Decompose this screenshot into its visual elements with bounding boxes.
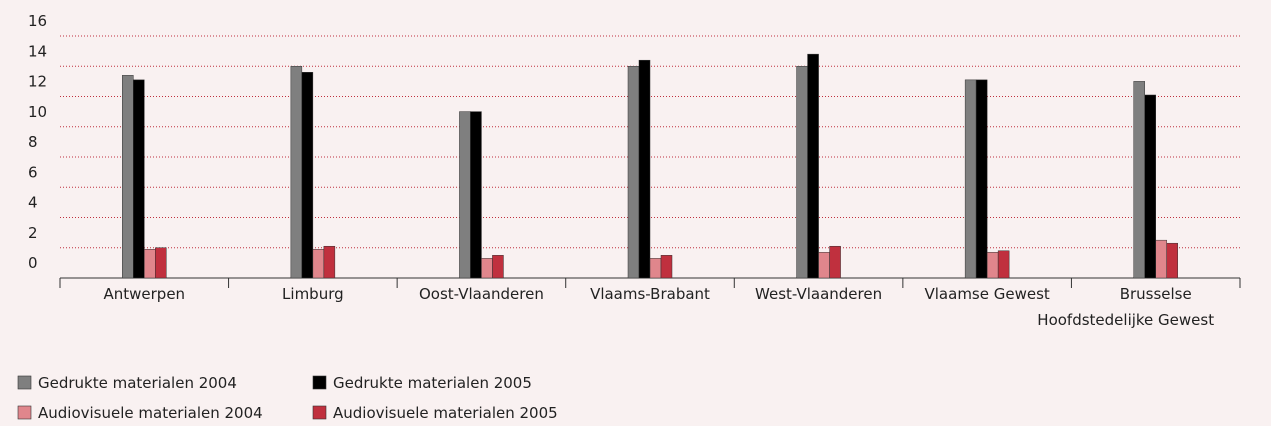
legend-label: Audiovisuele materialen 2005 (333, 404, 558, 422)
y-tick-label: 8 (28, 133, 38, 151)
bar (459, 111, 471, 279)
bar (122, 75, 134, 279)
legend-swatch (312, 375, 327, 390)
x-tick-label: Limburg (282, 285, 344, 303)
y-tick-label: 12 (28, 73, 47, 91)
bar (807, 53, 819, 279)
bar (1133, 81, 1145, 279)
legend-label: Gedrukte materialen 2004 (38, 374, 237, 392)
y-tick-label: 2 (28, 224, 38, 242)
legend-swatch (312, 405, 327, 420)
bar (660, 255, 673, 279)
bar (796, 66, 808, 279)
bar (312, 249, 325, 279)
y-tick-label: 6 (28, 163, 38, 181)
x-tick-label: Brusselse Hoofdstedelijke Gewest (1037, 285, 1214, 329)
legend-swatch (17, 375, 32, 390)
bar (975, 79, 988, 279)
y-tick-label: 16 (28, 12, 47, 30)
bar (133, 79, 145, 279)
bar (829, 245, 841, 279)
y-tick-label: 0 (28, 254, 38, 272)
bar (492, 255, 504, 279)
x-tick-label: Antwerpen (103, 285, 185, 303)
y-tick-label: 10 (28, 103, 47, 121)
bar (997, 250, 1010, 279)
bar (1155, 239, 1167, 279)
bar (144, 249, 156, 279)
bar (986, 252, 999, 279)
legend-swatch (17, 405, 32, 420)
bar (649, 258, 662, 279)
bar (1166, 242, 1178, 279)
bar (638, 59, 651, 279)
x-tick-label: Oost-Vlaanderen (419, 285, 544, 303)
bar (301, 72, 314, 279)
bar (964, 79, 977, 279)
y-tick-label: 4 (28, 194, 38, 212)
bar (155, 247, 167, 279)
bar (323, 245, 336, 279)
bar (481, 258, 493, 279)
legend-label: Gedrukte materialen 2005 (333, 374, 532, 392)
x-tick-label: Vlaamse Gewest (925, 285, 1050, 303)
x-tick-label: Vlaams-Brabant (590, 285, 710, 303)
y-tick-label: 14 (28, 42, 47, 60)
bar (627, 66, 640, 279)
legend-label: Audiovisuele materialen 2004 (38, 404, 263, 422)
bar (290, 66, 303, 279)
bar (818, 252, 830, 279)
x-tick-label: West-Vlaanderen (755, 285, 882, 303)
bar (470, 111, 482, 279)
bar (1144, 94, 1156, 279)
